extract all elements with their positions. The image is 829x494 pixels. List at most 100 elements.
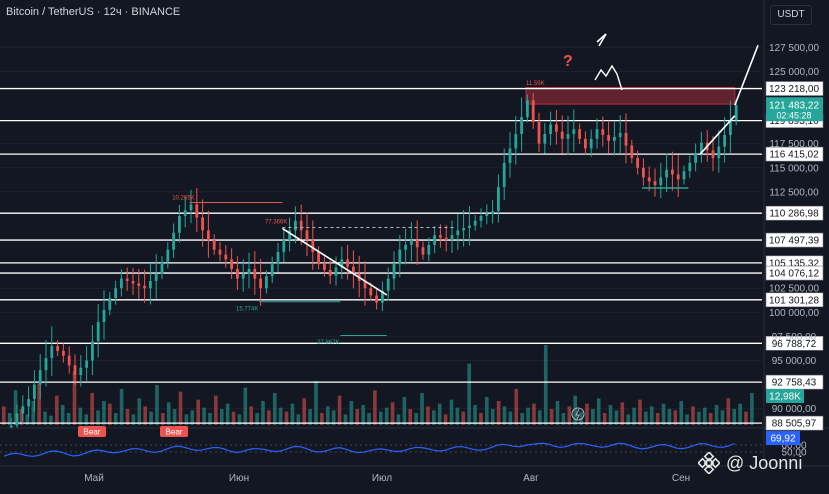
candle-body xyxy=(44,358,48,371)
volume-bar xyxy=(432,410,436,425)
volume-bar xyxy=(585,403,589,425)
volume-bar xyxy=(202,407,206,425)
low-annotation: 27.867K xyxy=(317,340,339,346)
volume-bar xyxy=(750,393,754,425)
candle-body xyxy=(294,220,297,231)
candle-body xyxy=(85,360,88,368)
binance-diamond-icon xyxy=(698,452,720,474)
candle-body xyxy=(392,264,396,279)
horizontal-levels-layer[interactable] xyxy=(0,87,762,424)
volume-bar xyxy=(214,395,218,425)
candle-body xyxy=(502,162,506,188)
candle-body xyxy=(282,240,286,253)
volume-bar xyxy=(367,413,371,425)
volume-bar xyxy=(90,393,94,425)
candle-body xyxy=(433,235,436,245)
candle-body xyxy=(555,124,558,132)
volume-bar xyxy=(667,409,672,425)
candle-body xyxy=(427,244,431,255)
price-level-label: 104 076,12 xyxy=(769,269,819,280)
volume-bar xyxy=(255,413,259,425)
volume-bar xyxy=(49,415,53,425)
volume-bar xyxy=(314,381,318,425)
time-axis[interactable]: Май Июн Июл Авг Сен xyxy=(0,0,829,484)
volume-bar xyxy=(514,389,519,425)
rsi-value-tag xyxy=(766,431,800,446)
high-annotation: 77.366K xyxy=(265,220,287,226)
resistance-zone-layer xyxy=(525,87,736,105)
volume-bar xyxy=(337,395,342,425)
candle-body xyxy=(381,290,384,303)
candle-body xyxy=(415,240,419,248)
volume-bar xyxy=(131,414,136,425)
candle-body xyxy=(572,129,576,135)
volume-bar xyxy=(420,393,424,425)
lightning-icon xyxy=(575,408,580,420)
candle-body xyxy=(311,240,315,253)
candle-body xyxy=(734,105,738,121)
candle-body xyxy=(578,129,581,139)
candle-body xyxy=(265,276,268,289)
candle-body xyxy=(711,150,715,159)
candle-body xyxy=(450,235,454,241)
volume-bar xyxy=(661,403,666,425)
volume-bar xyxy=(184,414,189,425)
price-level-tag xyxy=(765,335,824,351)
volume-bar xyxy=(567,406,572,425)
candle-body xyxy=(108,297,112,310)
candle-body xyxy=(473,220,477,226)
candle-body xyxy=(340,259,344,268)
candle-body xyxy=(566,134,570,139)
candle-body xyxy=(346,259,349,267)
currency-button[interactable]: USDT xyxy=(770,5,812,25)
high-annotation: 11.59K xyxy=(526,81,545,87)
volume-bar xyxy=(261,401,265,425)
price-level-tag xyxy=(765,146,824,162)
volume-bar xyxy=(355,409,360,425)
price-level-label: 96 788,72 xyxy=(772,339,817,350)
symbol-title[interactable]: Bitcoin / TetherUS · 12ч · BINANCE xyxy=(6,6,181,18)
price-tick-label: 115 000,00 xyxy=(769,163,819,174)
volume-bar xyxy=(626,414,631,425)
price-level-label: 123 218,00 xyxy=(769,84,819,95)
volume-bar xyxy=(708,413,713,425)
volume-bar xyxy=(520,413,524,425)
price-tick-label: 112 500,00 xyxy=(769,187,819,198)
candle-body xyxy=(671,169,674,175)
volume-bar xyxy=(402,397,407,425)
volume-bar xyxy=(390,402,395,425)
candle-body xyxy=(537,121,541,144)
candle-body xyxy=(386,278,390,291)
candle-body xyxy=(363,281,367,289)
volume-bar xyxy=(467,363,471,425)
candle-body xyxy=(624,133,628,146)
candle-body xyxy=(659,177,663,186)
volume-bar xyxy=(638,399,642,425)
volume-bar xyxy=(655,413,660,425)
drawing-layer[interactable] xyxy=(189,33,759,336)
candle-body xyxy=(595,129,599,139)
volume-bar xyxy=(602,413,607,425)
candle-body xyxy=(729,120,732,135)
candle-body xyxy=(299,220,303,231)
candle-body xyxy=(497,187,500,212)
volume-bar xyxy=(161,413,165,425)
time-axis-label: Июн xyxy=(229,473,249,484)
volume-bar xyxy=(149,411,153,425)
volume-bar xyxy=(738,403,742,425)
candle-body xyxy=(688,162,692,172)
price-axis[interactable]: 123 218,00 119 893,10 116 415,02 110 286,98… xyxy=(765,43,824,431)
candle-body xyxy=(15,413,19,426)
volume-bar xyxy=(308,409,312,425)
volume-bar xyxy=(302,398,307,425)
candle-body xyxy=(288,230,291,241)
volume-bar xyxy=(732,409,737,425)
volume-label: 12,98K xyxy=(769,392,801,403)
volume-bar xyxy=(166,402,171,425)
volume-bar xyxy=(549,409,554,425)
volume-bar xyxy=(461,411,466,425)
candle-body xyxy=(305,230,309,241)
price-level-tag xyxy=(765,265,824,281)
